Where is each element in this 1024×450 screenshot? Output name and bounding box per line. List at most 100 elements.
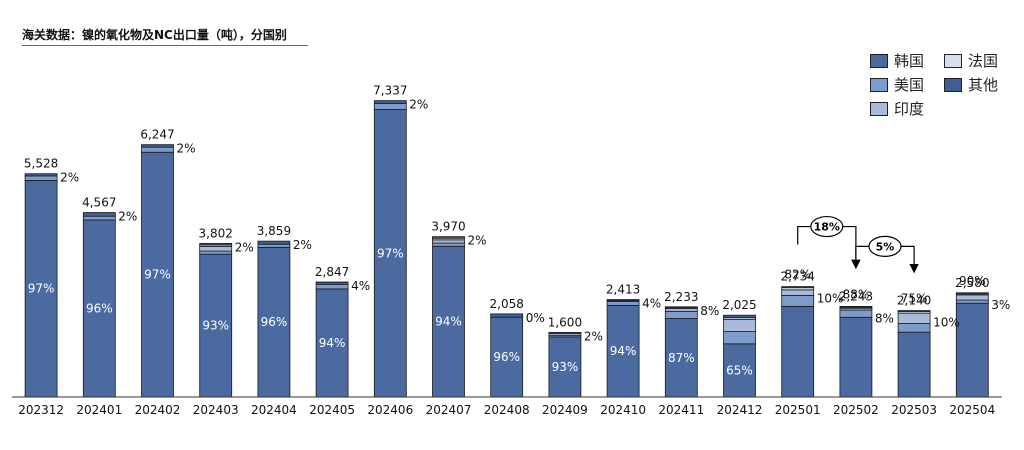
bar-segment-202406-其他 [373,100,407,104]
main-share-label-202312: 97% [28,282,55,296]
bar-segment-202407-印度 [432,239,465,244]
main-share-label-202409: 93% [552,360,579,374]
main-share-label-202406: 97% [377,246,404,260]
bar-segment-202411-印度 [664,308,698,312]
change-badge-label-202501-202502: 18% [814,221,840,234]
bar-segment-202405-其他 [315,281,349,284]
x-tick-label-202403: 202403 [193,403,239,417]
total-label-202411: 2,233 [664,290,698,304]
bar-segment-202409-其他 [548,331,582,335]
total-label-202503: 2,140 [897,294,931,308]
bar-segment-202403-其他 [199,243,233,246]
total-label-202312: 5,528 [24,157,58,171]
bar-segment-202412-美国 [723,331,756,345]
bar-segment-202405-韩国 [315,288,349,398]
side-share-label-202403: 2% [235,240,254,254]
bar-segment-202401-其他 [82,212,116,217]
total-label-202410: 2,413 [606,283,640,297]
x-tick-label-202402: 202402 [135,403,181,417]
side-share-label-202411: 8% [700,304,719,318]
bar-segment-202403-印度 [199,246,233,252]
chart-title: 海关数据：镍的氧化物及NC出口量（吨），分国别 [22,28,287,42]
total-label-202407: 3,970 [431,220,465,234]
legend-swatch-india [870,101,888,116]
bar-segment-202503-韩国 [897,331,931,398]
x-tick-label-202502: 202502 [833,403,879,417]
bar-segment-202501-美国 [781,294,815,307]
legend-item-korea: 韩国 [870,50,924,71]
x-tick-label-202401: 202401 [76,403,122,417]
total-label-202406: 7,337 [373,84,407,98]
main-share-label-202405: 94% [319,336,346,350]
main-share-label-202407: 94% [435,315,462,329]
bar-segment-202411-其他 [664,306,698,309]
side-share-label-202402: 2% [177,142,196,156]
bar-segment-202401-美国 [82,215,116,221]
bar-segment-202407-韩国 [432,245,465,398]
bar-segment-202504-美国 [955,299,989,304]
bar-segment-202502-其他 [839,305,873,308]
legend-label-india: 印度 [894,100,925,118]
x-tick-label-202408: 202408 [484,403,530,417]
bar-segment-202410-韩国 [606,304,640,398]
x-tick-label-202501: 202501 [775,403,821,417]
legend-label-korea: 韩国 [894,52,925,70]
legend-item-india: 印度 [870,98,924,119]
bar-segment-202408-韩国 [490,316,524,398]
total-label-202412: 2,025 [722,298,756,312]
legend-label-usa: 美国 [894,76,925,94]
total-label-202404: 3,859 [257,224,291,238]
legend-swatch-other [944,77,962,92]
bar-segment-202501-印度 [781,289,815,296]
total-label-202501: 2,734 [781,270,815,284]
bar-segment-202410-其他 [606,299,640,301]
total-label-202402: 6,247 [140,128,174,142]
side-share-label-202501: 10% [817,292,844,306]
side-share-label-202409: 2% [584,329,603,343]
side-share-label-202405: 4% [351,279,370,293]
side-share-label-202504: 3% [991,298,1010,312]
legend-item-usa: 美国 [870,74,924,95]
bar-segment-202504-韩国 [955,302,989,398]
main-share-label-202504: 90% [959,274,986,288]
change-badge-label-202502-202503: 5% [876,240,895,253]
main-share-label-202401: 96% [86,301,113,315]
change-badge-202502-202503 [868,235,902,257]
legend-label-france: 法国 [968,52,999,70]
bar-segment-202504-印度 [955,294,989,301]
side-share-label-202407: 2% [468,234,487,248]
x-tick-label-202412: 202412 [717,403,763,417]
main-share-label-202410: 94% [610,344,637,358]
bar-segment-202402-美国 [141,146,174,153]
bar-segment-202409-韩国 [548,336,582,398]
total-label-202403: 3,802 [199,226,233,240]
side-share-label-202401: 2% [118,210,137,224]
x-tick-label-202406: 202406 [367,403,413,417]
legend-swatch-korea [870,53,888,68]
bar-segment-202503-其他 [897,310,931,312]
bar-segment-202503-美国 [897,323,931,333]
bar-segment-202501-其他 [781,286,815,289]
x-tick-label-202410: 202410 [600,403,646,417]
main-share-label-202403: 93% [202,319,229,333]
main-share-label-202412: 65% [726,363,753,377]
side-share-label-202502: 8% [875,311,894,325]
side-share-label-202408: 0% [526,311,545,325]
bar-segment-202405-美国 [315,283,349,290]
bar-segment-202502-韩国 [839,316,873,398]
title-underline [22,45,308,46]
bar-segment-202411-美国 [664,310,698,319]
bar-segment-202312-美国 [24,175,58,181]
legend-label-other: 其他 [968,76,999,94]
side-share-label-202406: 2% [409,98,428,112]
x-tick-label-202411: 202411 [658,403,704,417]
bar-segment-202407-美国 [432,242,465,247]
total-label-202504: 2,580 [955,276,989,290]
x-tick-label-202409: 202409 [542,403,588,417]
total-label-202408: 2,058 [490,297,524,311]
side-share-label-202404: 2% [293,238,312,252]
side-share-label-202410: 4% [642,297,661,311]
change-badge-202501-202502 [810,215,844,238]
bar-segment-202408-其他 [490,313,524,318]
